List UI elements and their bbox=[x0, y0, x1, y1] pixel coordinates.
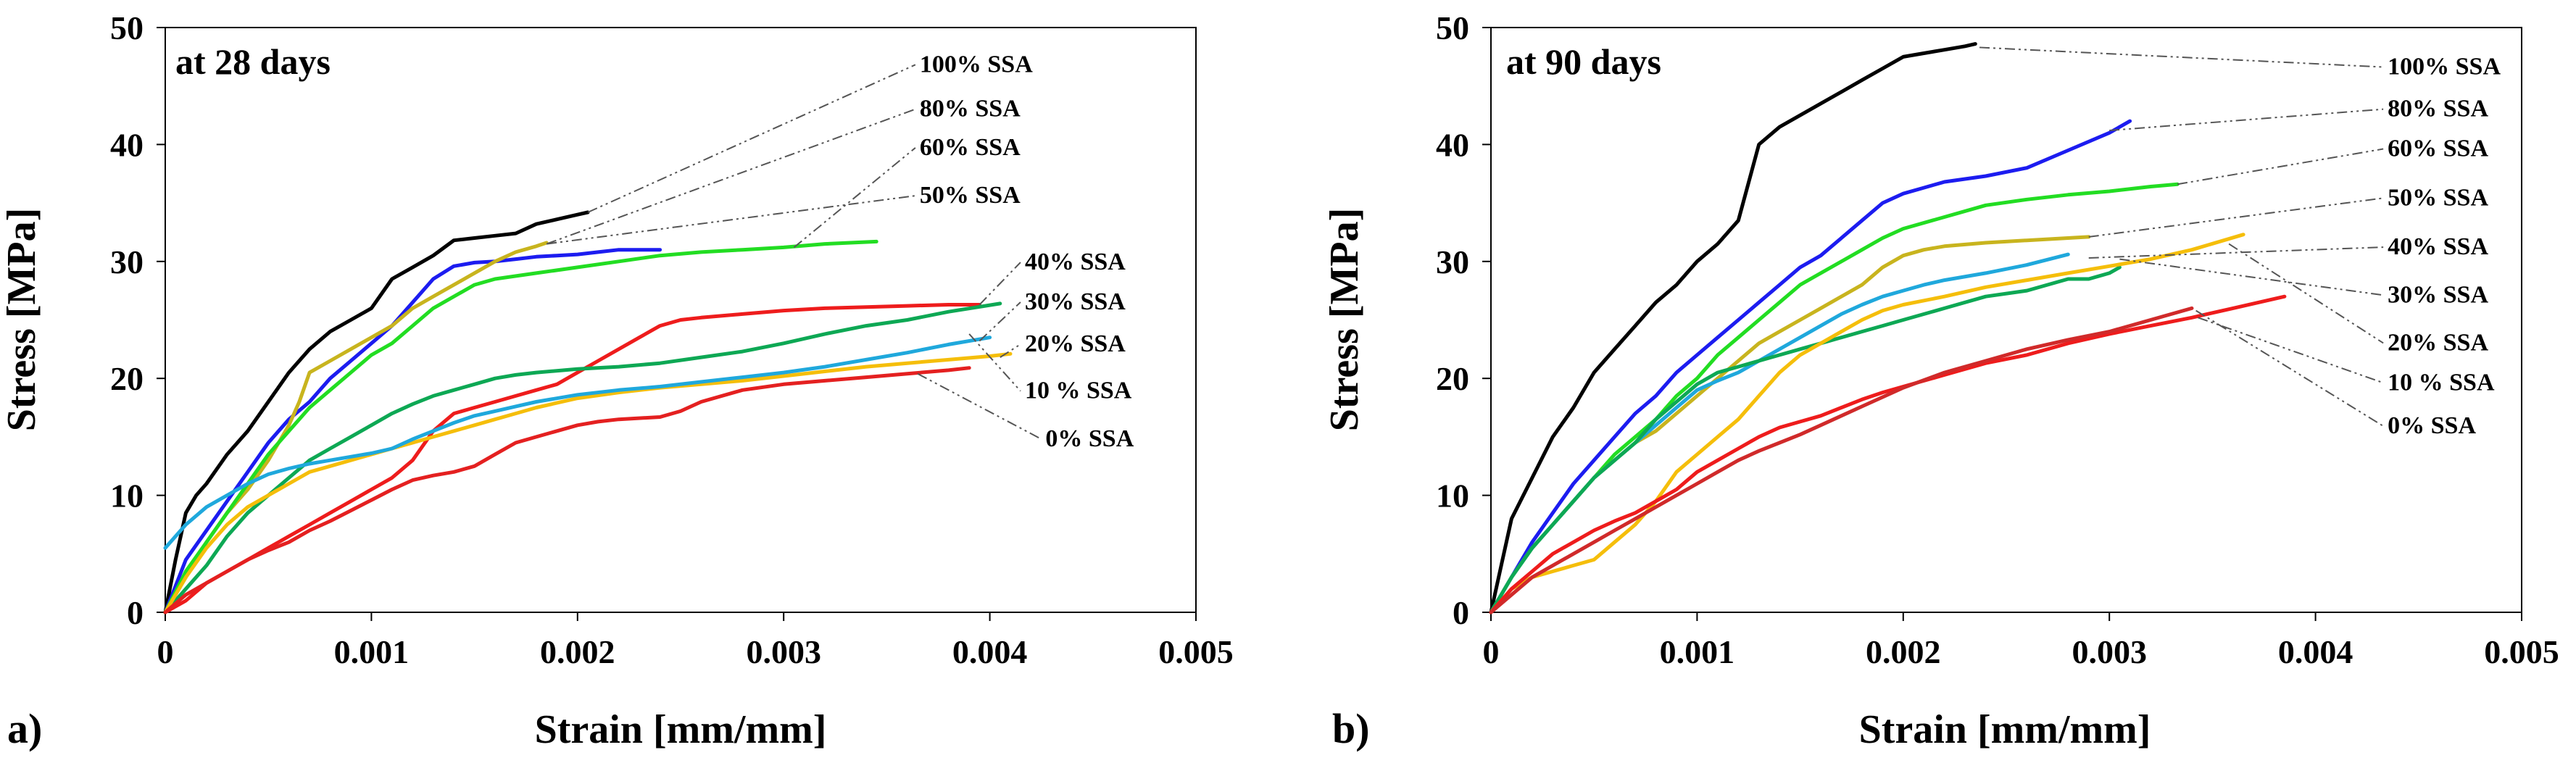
chart-title: at 90 days bbox=[1506, 41, 1661, 82]
series-line-20ssa bbox=[163, 351, 1013, 614]
series-leader-line bbox=[2109, 108, 2384, 132]
x-tick-label: 0.003 bbox=[746, 633, 821, 670]
x-tick-label: 0.005 bbox=[2484, 633, 2559, 670]
y-tick-label: 0 bbox=[127, 594, 144, 631]
panel-label: b) bbox=[1332, 705, 1370, 752]
series-label: 60% SSA bbox=[920, 134, 1021, 161]
series-line-100ssa bbox=[163, 210, 590, 614]
x-tick-label: 0 bbox=[1483, 633, 1500, 670]
series-label: 20% SSA bbox=[2388, 329, 2488, 356]
series-line-50ssa bbox=[163, 239, 878, 614]
series-line-60ssa bbox=[163, 241, 549, 614]
y-tick-label: 30 bbox=[110, 243, 144, 280]
series-label: 0% SSA bbox=[1045, 425, 1134, 452]
series-label: 100% SSA bbox=[2388, 54, 2501, 80]
series-leader-line bbox=[2228, 243, 2384, 344]
series-leader-line bbox=[587, 64, 916, 213]
panel-label: a) bbox=[7, 705, 42, 752]
series-label: 30% SSA bbox=[1025, 288, 1126, 315]
y-tick-label: 30 bbox=[1436, 243, 1469, 280]
series-leader-line bbox=[2198, 317, 2384, 384]
series-label: 40% SSA bbox=[2388, 233, 2488, 260]
series-label: 80% SSA bbox=[920, 96, 1021, 122]
series-label: 50% SSA bbox=[2388, 184, 2488, 211]
plot-frame bbox=[1490, 27, 2522, 613]
x-tick-label: 0.004 bbox=[2278, 633, 2353, 670]
chart-panel-28-days: at 28 days Strain [mm/mm] Stress [MPa] a… bbox=[0, 9, 1234, 752]
x-tick-label: 0.004 bbox=[952, 633, 1028, 670]
series-line-20ssa bbox=[1489, 233, 2245, 614]
x-tick-label: 0.001 bbox=[1660, 633, 1735, 670]
series-label: 40% SSA bbox=[1025, 249, 1126, 275]
x-tick-label: 0.005 bbox=[1158, 633, 1234, 670]
x-axis-label: Strain [mm/mm] bbox=[1859, 707, 2151, 752]
series-line-0ssa bbox=[163, 366, 971, 614]
y-axis-label: Stress [MPa] bbox=[0, 208, 44, 431]
series-line-10ssa bbox=[1489, 294, 2287, 614]
y-tick-label: 50 bbox=[110, 9, 144, 46]
series-leader-line bbox=[2195, 309, 2384, 427]
y-tick-label: 40 bbox=[110, 126, 144, 163]
series-leader-line bbox=[2119, 258, 2384, 296]
y-tick-label: 40 bbox=[1436, 126, 1469, 163]
series-label: 30% SSA bbox=[2388, 281, 2488, 308]
series-leader-line bbox=[793, 147, 916, 249]
y-axis-label: Stress [MPa] bbox=[1322, 208, 1367, 431]
series-line-80ssa bbox=[1489, 119, 2132, 614]
series-line-30ssa bbox=[1489, 265, 2122, 614]
series-label: 60% SSA bbox=[2388, 136, 2488, 162]
chart-panel-90-days: at 90 days Strain [mm/mm] Stress [MPa] b… bbox=[1322, 9, 2559, 752]
x-tick-label: 0.002 bbox=[540, 633, 615, 670]
y-tick-label: 10 bbox=[110, 478, 144, 514]
x-tick-label: 0 bbox=[157, 633, 174, 670]
x-tick-label: 0.001 bbox=[334, 633, 410, 670]
series-leader-line bbox=[979, 262, 1021, 306]
series-leader-line bbox=[1000, 343, 1021, 358]
series-line-80ssa bbox=[163, 248, 662, 614]
series-label: 50% SSA bbox=[920, 182, 1021, 209]
series-leader-line bbox=[979, 301, 1021, 342]
plot-frame bbox=[165, 27, 1197, 613]
series-line-100ssa bbox=[1489, 42, 1977, 614]
series-leader-line bbox=[1979, 46, 2384, 68]
y-tick-label: 20 bbox=[110, 360, 144, 397]
series-line-40ssa bbox=[163, 303, 981, 614]
series-line-0ssa bbox=[1489, 306, 2194, 614]
series-label: 0% SSA bbox=[2388, 412, 2476, 439]
series-label: 10 % SSA bbox=[1025, 378, 1132, 404]
y-tick-label: 20 bbox=[1436, 360, 1469, 397]
series-leader-line bbox=[2088, 197, 2384, 238]
series-leader-line bbox=[2177, 148, 2384, 186]
series-leader-line bbox=[917, 372, 1042, 440]
series-leader-line bbox=[546, 108, 916, 245]
y-tick-label: 50 bbox=[1436, 9, 1469, 46]
chart-title: at 28 days bbox=[175, 41, 331, 82]
series-label: 10 % SSA bbox=[2388, 369, 2495, 396]
x-axis-label: Strain [mm/mm] bbox=[535, 707, 827, 752]
series-label: 100% SSA bbox=[920, 51, 1033, 78]
series-line-30ssa bbox=[163, 301, 1002, 614]
series-line-60ssa bbox=[1489, 182, 2180, 614]
y-tick-label: 10 bbox=[1436, 478, 1469, 514]
series-line-40ssa bbox=[1489, 252, 2070, 614]
x-tick-label: 0.002 bbox=[1866, 633, 1941, 670]
series-leader-line bbox=[2088, 246, 2384, 259]
series-line-10ssa bbox=[163, 336, 992, 550]
series-leader-line bbox=[547, 195, 916, 245]
x-tick-label: 0.003 bbox=[2072, 633, 2147, 670]
series-label: 80% SSA bbox=[2388, 96, 2488, 122]
series-label: 20% SSA bbox=[1025, 330, 1126, 357]
y-tick-label: 0 bbox=[1453, 594, 1469, 631]
series-leader-line bbox=[968, 333, 1021, 392]
